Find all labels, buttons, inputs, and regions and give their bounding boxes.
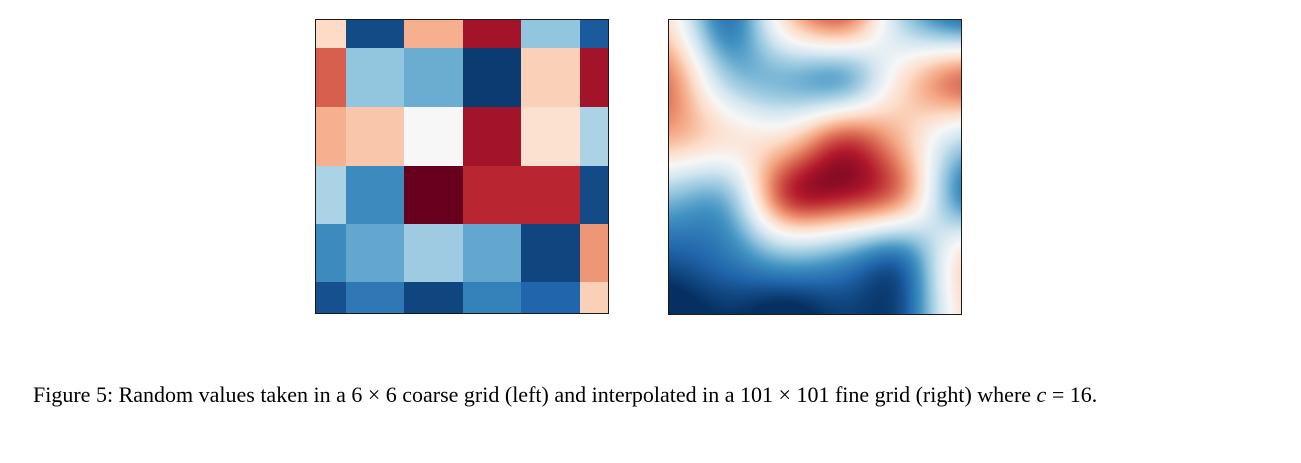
coarse-cell bbox=[316, 48, 346, 107]
coarse-cell bbox=[580, 20, 608, 48]
coarse-cell bbox=[580, 224, 608, 282]
coarse-cell bbox=[521, 20, 580, 48]
coarse-cell bbox=[316, 282, 346, 313]
coarse-cell bbox=[463, 48, 521, 107]
coarse-cell bbox=[521, 282, 580, 313]
coarse-cell bbox=[404, 48, 463, 107]
coarse-cell bbox=[580, 107, 608, 166]
coarse-cell bbox=[463, 224, 521, 282]
coarse-cell bbox=[404, 224, 463, 282]
coarse-cell bbox=[521, 48, 580, 107]
fine-grid-heatmap bbox=[668, 19, 962, 315]
caption-text-end: = 16. bbox=[1046, 382, 1098, 407]
coarse-grid-heatmap bbox=[315, 19, 609, 314]
figure-5 bbox=[315, 19, 962, 315]
coarse-grid-cells bbox=[316, 20, 608, 313]
coarse-cell bbox=[463, 166, 521, 224]
fine-grid-canvas bbox=[669, 20, 961, 314]
coarse-cell bbox=[404, 20, 463, 48]
coarse-cell bbox=[463, 20, 521, 48]
coarse-cell bbox=[463, 282, 521, 313]
coarse-cell bbox=[521, 107, 580, 166]
coarse-cell bbox=[404, 107, 463, 166]
coarse-cell bbox=[346, 20, 404, 48]
coarse-cell bbox=[346, 107, 404, 166]
coarse-cell bbox=[580, 48, 608, 107]
caption-math-variable: c bbox=[1036, 382, 1047, 407]
caption-text: Random values taken in a 6 × 6 coarse gr… bbox=[113, 382, 1037, 407]
figure-caption: Figure 5: Random values taken in a 6 × 6… bbox=[33, 370, 1273, 419]
coarse-cell bbox=[316, 20, 346, 48]
caption-figure-label: Figure 5: bbox=[33, 382, 114, 407]
coarse-cell bbox=[521, 166, 580, 224]
coarse-cell bbox=[346, 48, 404, 107]
coarse-cell bbox=[346, 224, 404, 282]
coarse-cell bbox=[404, 166, 463, 224]
coarse-cell bbox=[463, 107, 521, 166]
coarse-cell bbox=[580, 282, 608, 313]
coarse-cell bbox=[316, 107, 346, 166]
coarse-cell bbox=[521, 224, 580, 282]
coarse-cell bbox=[346, 166, 404, 224]
coarse-cell bbox=[404, 282, 463, 313]
coarse-cell bbox=[316, 166, 346, 224]
coarse-cell bbox=[316, 224, 346, 282]
coarse-cell bbox=[346, 282, 404, 313]
coarse-cell bbox=[580, 166, 608, 224]
